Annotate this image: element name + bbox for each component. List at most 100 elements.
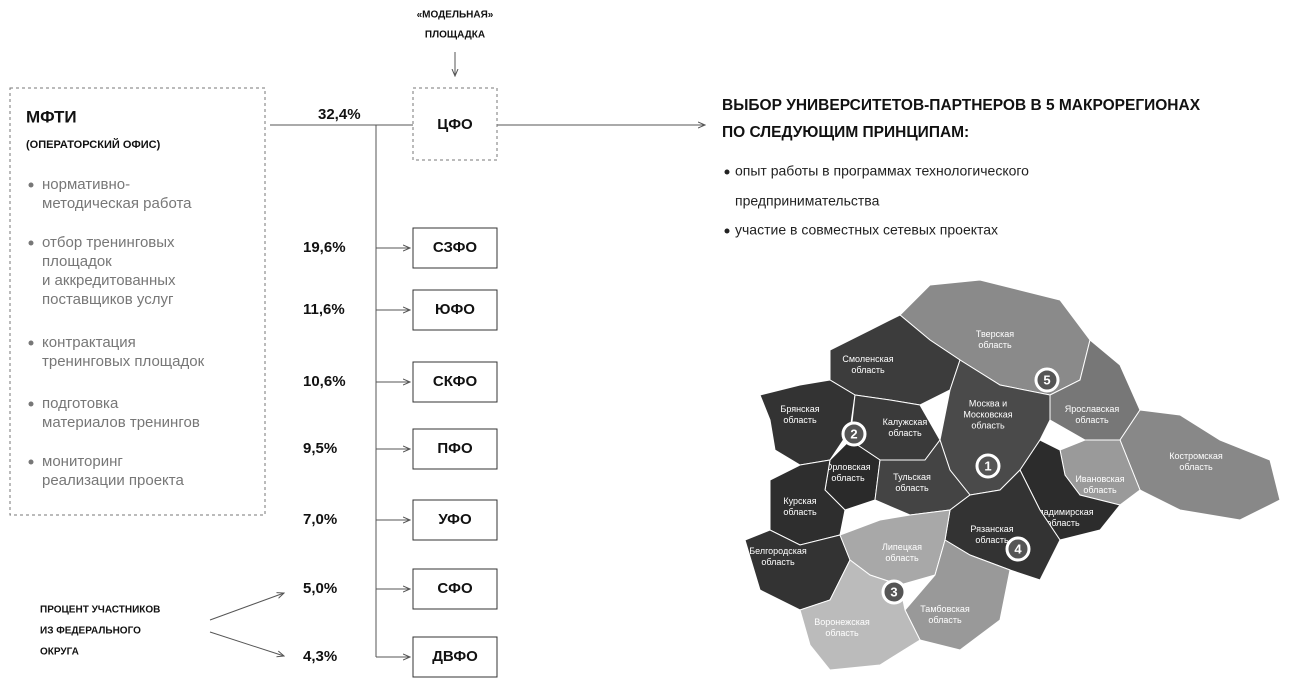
region-label: Калужская	[883, 417, 928, 427]
region-label: Рязанская	[970, 524, 1013, 534]
marker-label: 4	[1014, 541, 1022, 556]
region-label: область	[1083, 485, 1117, 495]
district-share: 10,6%	[303, 373, 346, 390]
region-marker	[1034, 367, 1060, 393]
district-box	[412, 289, 498, 331]
model-label: «МОДЕЛЬНАЯ»	[417, 10, 494, 21]
operator-subtitle: (ОПЕРАТОРСКИЙ ОФИС)	[26, 138, 161, 151]
district-share: 32,4%	[318, 106, 361, 123]
operator-item: и аккредитованных	[42, 272, 176, 289]
bullet-dot	[28, 340, 34, 346]
region-label: область	[761, 557, 795, 567]
district-label: ПФО	[437, 440, 473, 457]
district-label: УФО	[438, 511, 472, 528]
region-label: Московская	[963, 409, 1012, 419]
region-label: Тверская	[976, 329, 1014, 339]
heading: ВЫБОР УНИВЕРСИТЕТОВ-ПАРТНЕРОВ В 5 МАКРОР…	[722, 97, 1201, 114]
region-label: Орловская	[825, 462, 870, 472]
region	[759, 379, 856, 466]
region-label: область	[831, 473, 865, 483]
district-label: ЮФО	[435, 301, 475, 318]
bullet-dot	[724, 169, 730, 175]
region-label: область	[851, 365, 885, 375]
operator-item: контрактация	[42, 334, 136, 351]
map: ТверскаяобластьСмоленскаяобластьЯрославс…	[744, 279, 1281, 671]
region-label: область	[971, 420, 1005, 430]
district-box	[412, 499, 498, 541]
district-box	[412, 428, 498, 470]
model-label: ПЛОЩАДКА	[425, 30, 485, 41]
region-label: Курская	[783, 496, 816, 506]
operator-item: подготовка	[42, 395, 119, 412]
district-box	[412, 361, 498, 403]
district-share: 11,6%	[303, 301, 345, 318]
region-label: область	[783, 415, 817, 425]
region-marker	[1005, 536, 1031, 562]
district-share: 4,3%	[303, 648, 337, 665]
region-label: Смоленская	[842, 354, 893, 364]
arrow	[209, 593, 284, 621]
region-label: Костромская	[1169, 451, 1223, 461]
marker-label: 2	[850, 426, 857, 441]
region-label: область	[975, 535, 1009, 545]
region-marker	[841, 421, 867, 447]
operator-item: поставщиков услуг	[42, 291, 174, 308]
operator-item: площадок	[42, 253, 112, 270]
region-label: Ярославская	[1065, 404, 1120, 414]
region-label: Владимирская	[1032, 507, 1093, 517]
region-label: Липецкая	[882, 542, 922, 552]
region-label: область	[1075, 415, 1109, 425]
district-label: ДВФО	[432, 648, 478, 665]
operator-item: отбор тренинговых	[42, 234, 175, 251]
district-label: СФО	[437, 580, 473, 597]
district-label: ЦФО	[437, 116, 473, 133]
district-share: 9,5%	[303, 440, 337, 457]
bullet-dot	[28, 401, 34, 407]
district-box	[412, 227, 498, 269]
bullet-dot	[724, 228, 730, 234]
bullet: предпринимательства	[735, 193, 880, 209]
region-label: область	[825, 628, 859, 638]
region-label: область	[1179, 462, 1213, 472]
district-box	[412, 87, 498, 161]
bullet-dot	[28, 182, 34, 188]
note: ОКРУГА	[40, 647, 79, 658]
district-label: СЗФО	[433, 239, 477, 256]
region-label: Ивановская	[1075, 474, 1124, 484]
operator-item: мониторинг	[42, 453, 123, 470]
operator-item: методическая работа	[42, 195, 192, 212]
district-share: 19,6%	[303, 239, 346, 256]
region-label: Брянская	[780, 404, 819, 414]
region	[1119, 409, 1281, 521]
operator-item: тренинговых площадок	[42, 353, 205, 370]
region-marker	[881, 579, 907, 605]
region-label: область	[895, 483, 929, 493]
operator-item: реализации проекта	[42, 472, 184, 489]
region-label: область	[978, 340, 1012, 350]
region-label: Тульская	[893, 472, 931, 482]
region-label: Тамбовская	[920, 604, 970, 614]
marker-label: 5	[1043, 372, 1050, 387]
region-marker	[975, 453, 1001, 479]
district-box	[412, 636, 498, 678]
district-share: 5,0%	[303, 580, 337, 597]
note: ИЗ ФЕДЕРАЛЬНОГО	[40, 626, 141, 637]
bullet-dot	[28, 240, 34, 246]
operator-box	[9, 87, 266, 516]
region-label: область	[888, 428, 922, 438]
region-label: область	[1046, 518, 1080, 528]
marker-label: 1	[984, 458, 991, 473]
region-label: область	[928, 615, 962, 625]
note: ПРОЦЕНТ УЧАСТНИКОВ	[40, 605, 160, 616]
bullet-dot	[28, 459, 34, 465]
district-label: СКФО	[433, 373, 478, 390]
region-label: Москва и	[969, 398, 1007, 408]
bullet: опыт работы в программах технологическог…	[735, 163, 1029, 179]
district-share: 7,0%	[303, 511, 337, 528]
region-label: область	[783, 507, 817, 517]
arrow	[209, 631, 284, 656]
district-box	[412, 568, 498, 610]
region-label: область	[885, 553, 919, 563]
bullet: участие в совместных сетевых проектах	[735, 222, 998, 238]
